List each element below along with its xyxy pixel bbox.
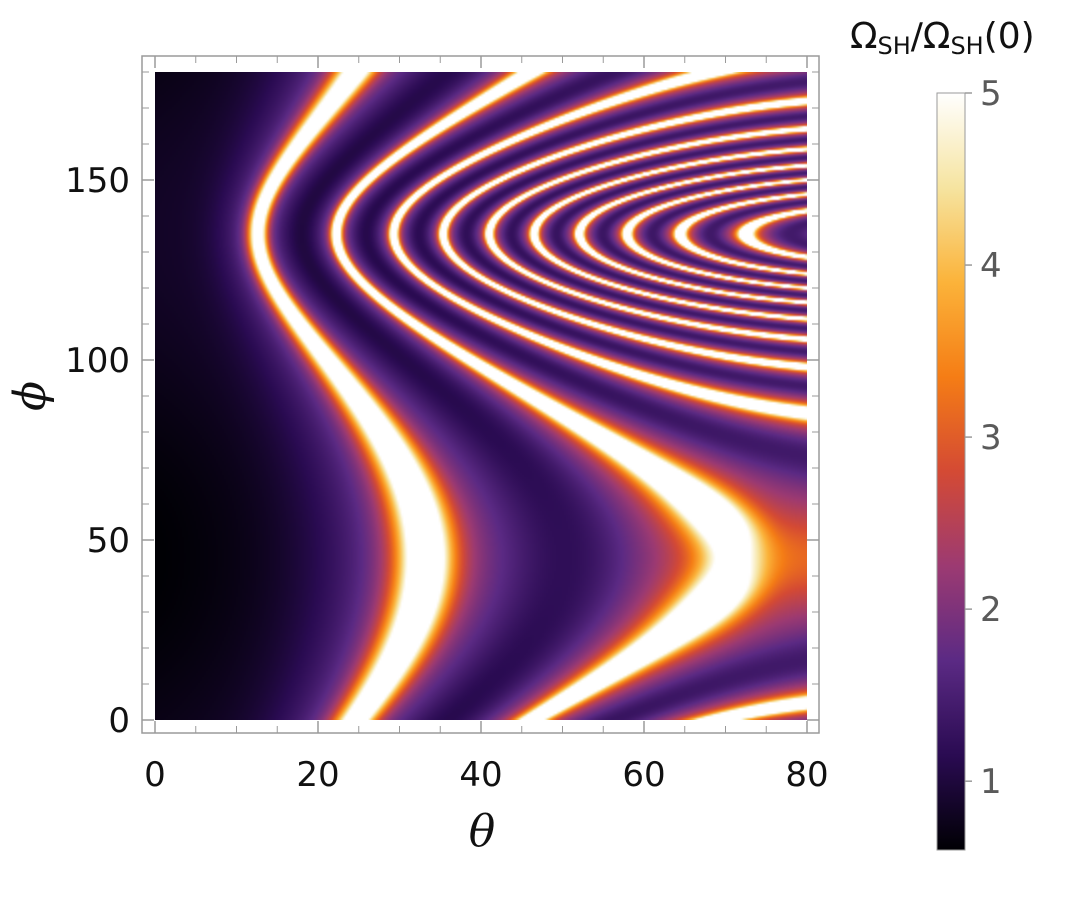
y-tick-label: 150: [65, 161, 130, 201]
x-tick-label: 60: [622, 755, 665, 795]
colorbar-axis: 1 2 3 4 5: [965, 74, 1002, 802]
x-tick-label: 0: [144, 755, 166, 795]
colorbar-title-omega: Ω: [850, 16, 878, 57]
x-axis: 0 20 40 60 80: [144, 56, 829, 795]
colorbar: [936, 92, 966, 851]
y-tick-label: 100: [65, 341, 130, 381]
colorbar-title-sub2: SH: [950, 32, 983, 60]
colorbar-title-sub: SH: [878, 32, 911, 60]
colorbar-tick-label: 3: [980, 418, 1002, 458]
x-tick-label: 80: [785, 755, 828, 795]
colorbar-tick-label: 5: [980, 74, 1002, 114]
x-tick-label: 40: [459, 755, 502, 795]
colorbar-tick-label: 1: [980, 762, 1002, 802]
colorbar-tick-label: 4: [980, 246, 1002, 286]
colorbar-tick-label: 2: [980, 590, 1002, 630]
heatmap-image: [155, 72, 807, 720]
y-tick-label: 50: [87, 521, 130, 561]
y-tick-label: 0: [108, 701, 130, 741]
colorbar-title: ΩSH/ΩSH(0): [850, 16, 1035, 60]
x-tick-label: 20: [296, 755, 339, 795]
y-axis: 0 50 100 150: [65, 71, 819, 741]
colorbar-title-end: (0): [984, 16, 1035, 57]
y-axis-title: ϕ: [5, 381, 56, 411]
x-axis-title: θ: [469, 806, 496, 857]
colorbar-title-mid: /Ω: [911, 16, 951, 57]
